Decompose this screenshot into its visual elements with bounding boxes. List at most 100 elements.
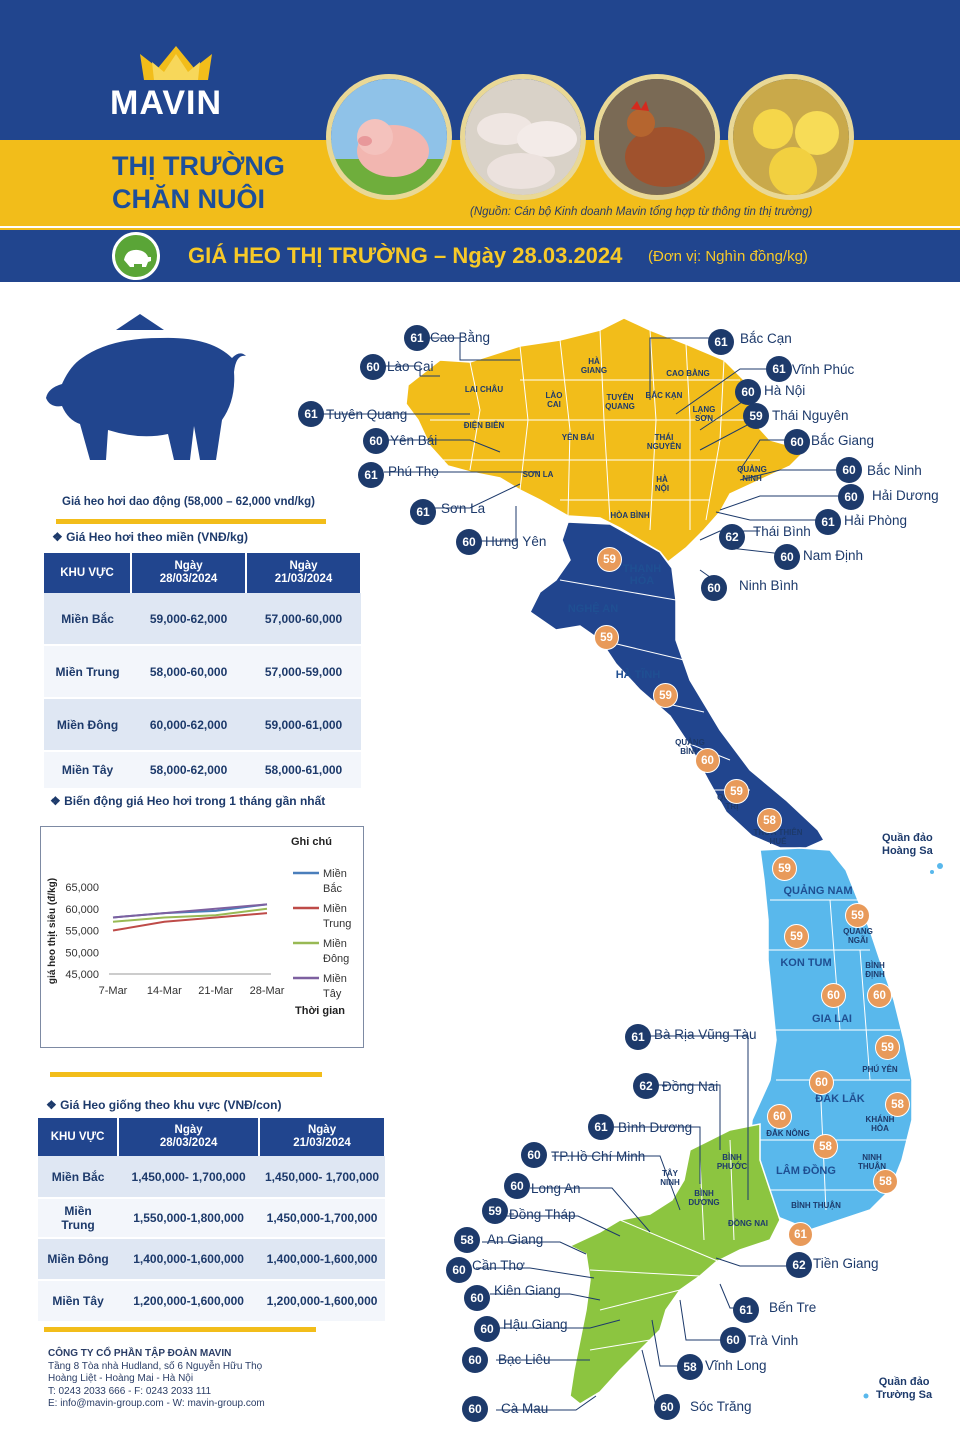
table-cell: Miền Bắc: [38, 1156, 119, 1199]
region-label: BÌNH THUẬN: [791, 1201, 841, 1210]
price-badge: 61: [733, 1297, 759, 1323]
legend-label: Đông: [323, 953, 349, 965]
price-badge-orange: 59: [772, 856, 797, 881]
price-badge: 62: [633, 1073, 659, 1099]
table-cell: Miền Trung: [44, 645, 132, 699]
province-name: Bình Dương: [618, 1120, 693, 1135]
x-axis-label: Thời gian: [295, 1005, 345, 1017]
region-label: BẮC KẠN: [646, 391, 683, 400]
table-cell: 1,450,000-1,700,000: [259, 1198, 385, 1239]
y-axis-label: giá heo thịt siêu (đ/kg): [47, 878, 58, 984]
province-name: Bắc Ninh: [867, 463, 922, 478]
table-header: Ngày 21/03/2024: [259, 1118, 386, 1156]
table-cell: 1,400,000-1,600,000: [118, 1238, 260, 1281]
table-cell: 1,400,000-1,600,000: [259, 1238, 385, 1281]
region-label: DƯƠNG: [688, 1198, 719, 1207]
price-badge-orange: 59: [724, 779, 749, 804]
region-label: SƠN LA: [523, 470, 554, 479]
ducklings-photo: [728, 74, 854, 200]
region-label: LÀO: [546, 391, 563, 400]
x-tick-label: 21-Mar: [198, 985, 233, 997]
truong-sa-label: Quần đảo Trường Sa: [876, 1376, 933, 1401]
table-cell: Miền Trung: [38, 1198, 119, 1239]
region-label: ĐẮK NÔNG: [766, 1129, 810, 1138]
region-label: THỪA THIÊN: [753, 828, 802, 837]
series-line: [112, 903, 268, 919]
legend-label: Miền: [323, 868, 347, 880]
region-label: LÂM ĐỒNG: [776, 1164, 836, 1177]
footer-phone: T: 0243 2033 666 - F: 0243 2033 111: [48, 1385, 212, 1397]
price-badge: 60: [360, 354, 386, 380]
province-name: Ninh Bình: [739, 578, 799, 593]
price-badge: 62: [786, 1252, 812, 1278]
title-bar: [0, 228, 960, 282]
divider: [56, 519, 326, 524]
price-badge: 60: [521, 1142, 547, 1168]
region-label: LẠNG: [693, 405, 716, 414]
brand-title-line2: CHĂN NUÔI: [112, 184, 265, 214]
table-cell: 1,450,000- 1,700,000: [118, 1156, 260, 1199]
province-name: Đồng Tháp: [509, 1207, 576, 1222]
province-name: Trà Vinh: [748, 1333, 799, 1348]
table-row: Miền Tây 58,000-62,000 58,000-61,000: [44, 751, 361, 790]
province-name: Phú Thọ: [388, 464, 439, 479]
breed-price-table: KHU VỰC Ngày 28/03/2024 Ngày 21/03/2024 …: [38, 1118, 386, 1323]
divider: [44, 1327, 316, 1332]
price-badge: 60: [735, 379, 761, 405]
hog-section-title: ❖ Giá Heo hơi theo miền (VNĐ/kg): [52, 530, 248, 544]
price-badge: 60: [774, 544, 800, 570]
price-badge-orange: 59: [594, 625, 619, 650]
y-tick-label: 45,000: [65, 969, 99, 981]
map-region-north: [405, 317, 808, 564]
region-label: LAI CHÂU: [465, 385, 503, 394]
price-badge-orange: 61: [788, 1222, 813, 1247]
price-badge: 60: [474, 1316, 500, 1342]
region-label: QUẢNG NAM: [783, 884, 852, 897]
table-header: Ngày 28/03/2024: [118, 1118, 261, 1156]
region-label: TUYÊN: [606, 393, 633, 402]
table-cell: 59,000-62,000: [131, 593, 247, 646]
region-label: NINH: [660, 1178, 680, 1187]
logo-text: MAVIN: [110, 84, 223, 122]
province-name: Thái Nguyên: [772, 408, 849, 423]
footer-address: Hoàng Liệt - Hoàng Mai - Hà Nội: [48, 1373, 194, 1385]
price-badge: 60: [720, 1327, 746, 1353]
divider: [50, 1072, 322, 1077]
price-badge-orange: 59: [784, 924, 809, 949]
region-label: THÁI: [655, 433, 674, 442]
province-name: An Giang: [487, 1232, 544, 1247]
source-note: (Nguồn: Cán bộ Kinh doanh Mavin tổng hợp…: [470, 206, 813, 218]
x-tick-label: 28-Mar: [250, 985, 285, 997]
table-cell: 60,000-62,000: [131, 698, 247, 752]
price-badge: 60: [462, 1347, 488, 1373]
table-cell: 1,550,000-1,800,000: [118, 1198, 260, 1239]
region-label: CAO BẰNG: [666, 369, 710, 378]
region-label: HÒA: [871, 1124, 889, 1133]
province-name: Hậu Giang: [503, 1317, 568, 1332]
region-label: NINH: [742, 474, 762, 483]
price-badge: 59: [743, 403, 769, 429]
region-label: HÓA: [630, 574, 655, 587]
legend-label: Bắc: [323, 882, 342, 895]
province-name: Đồng Nai: [662, 1079, 719, 1094]
region-label: PHƯỚC: [717, 1162, 748, 1171]
province-name: Thái Bình: [753, 524, 811, 539]
price-badge: 61: [625, 1024, 651, 1050]
table-cell: Miền Đông: [44, 698, 132, 752]
table-cell: 1,200,000-1,600,000: [118, 1280, 260, 1323]
price-badge-orange: 60: [767, 1104, 792, 1129]
brand-title-line1: THỊ TRƯỜNG: [112, 151, 285, 181]
region-label: GIA LAI: [812, 1013, 852, 1025]
x-tick-label: 14-Mar: [147, 985, 182, 997]
province-name: Sóc Trăng: [690, 1399, 752, 1414]
region-label: HÀ: [588, 357, 600, 366]
hog-price-table: KHU VỰC Ngày 28/03/2024 Ngày 21/03/2024 …: [44, 553, 362, 790]
map-region-south: [568, 1123, 781, 1405]
price-badge: 60: [456, 529, 482, 555]
y-tick-label: 55,000: [65, 926, 99, 938]
province-name: Sơn La: [441, 501, 486, 516]
legend-title: Ghi chú: [291, 836, 332, 848]
region-label: YÊN BÁI: [562, 433, 594, 442]
